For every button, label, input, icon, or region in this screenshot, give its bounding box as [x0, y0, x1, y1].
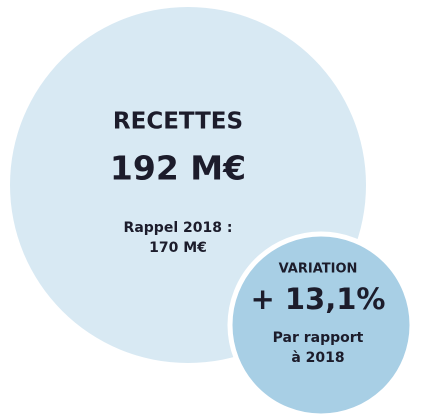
variation-note: Par rapport	[273, 330, 364, 346]
variation-title: VARIATION	[279, 262, 358, 277]
reminder-line: Rappel 2018 :	[124, 220, 233, 236]
reminder-line: 170 M€	[149, 240, 207, 256]
variation-circle	[227, 231, 415, 418]
variation-note: à 2018	[291, 350, 344, 366]
variation-amount: + 13,1%	[250, 282, 385, 316]
main-title: RECETTES	[113, 109, 243, 135]
main-amount: 192 M€	[110, 149, 246, 188]
